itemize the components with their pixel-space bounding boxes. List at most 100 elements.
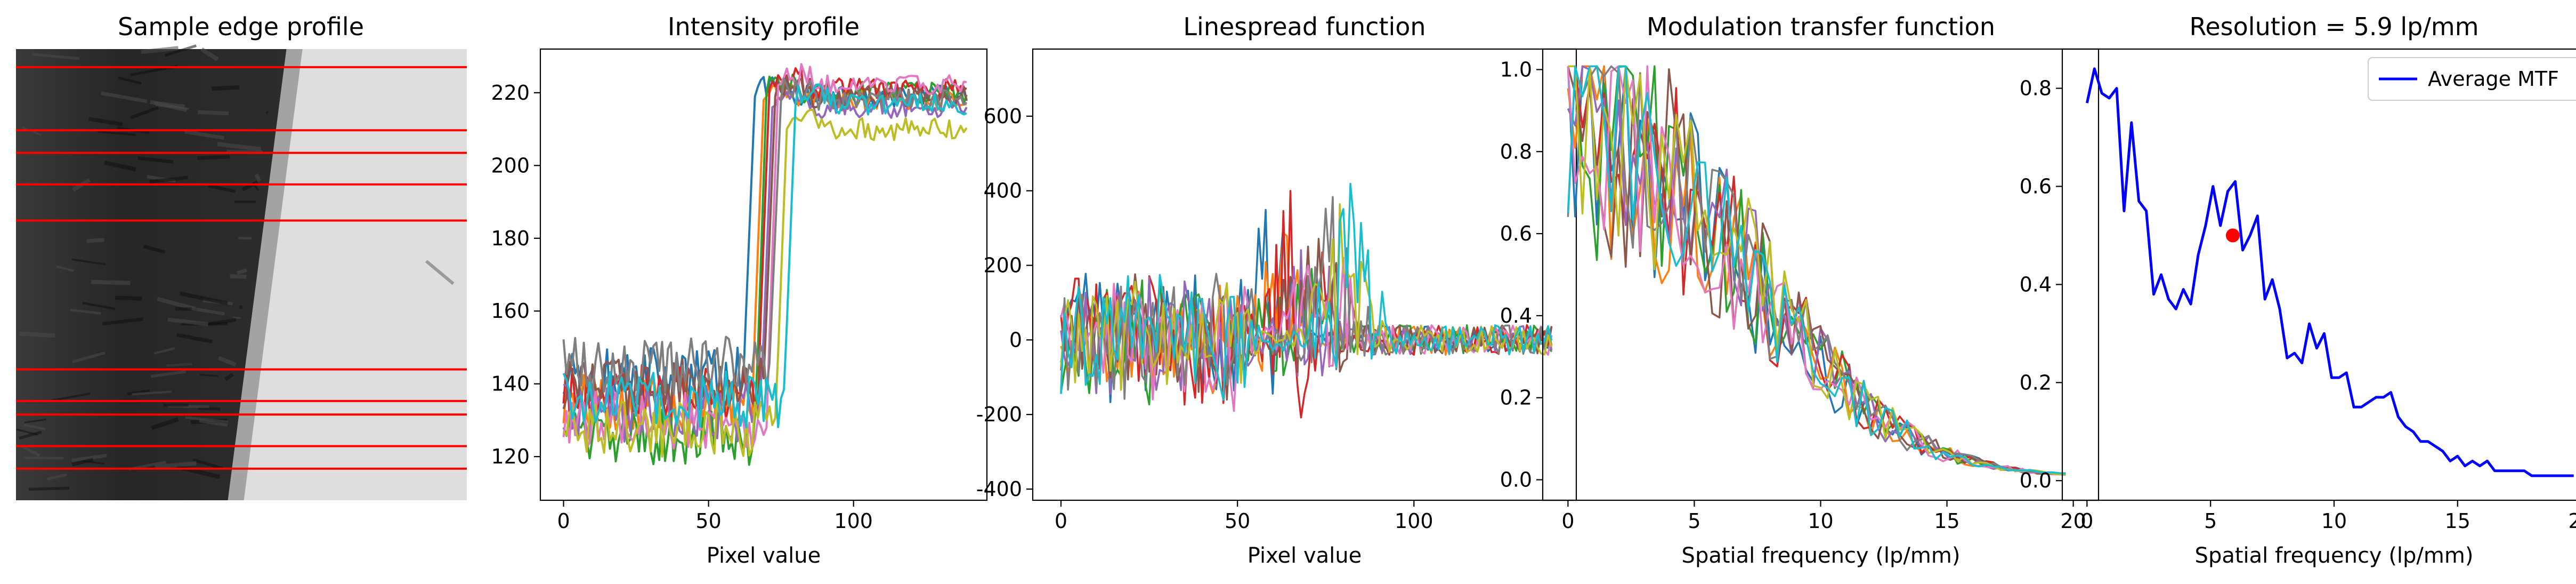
texture-stroke	[19, 331, 55, 338]
axes-frame	[1542, 48, 2100, 501]
mtf-series	[1567, 65, 2066, 475]
mtf-series	[1567, 65, 2066, 475]
texture-stroke	[31, 53, 79, 60]
y-tick-label: 1.0	[1500, 58, 1532, 81]
y-tick-label: 0	[1009, 328, 1022, 351]
texture-stroke	[91, 279, 131, 285]
texture-stroke	[118, 76, 142, 85]
x-tick-label: 20	[2568, 509, 2576, 533]
texture-stroke	[254, 173, 262, 182]
texture-stroke	[104, 160, 136, 172]
edge-image	[16, 44, 467, 500]
texture-stroke	[200, 47, 219, 61]
x-tick-label: 0	[1561, 509, 1574, 533]
y-tick-label: 0.6	[1500, 222, 1532, 245]
x-axis-label: Spatial frequency (lp/mm)	[1682, 543, 1961, 568]
texture-stroke	[199, 373, 218, 377]
y-tick-label: 400	[983, 179, 1022, 203]
axes-frame	[2061, 48, 2576, 501]
texture-stroke	[156, 104, 190, 110]
y-tick-label: 120	[491, 445, 530, 468]
y-tick-label: 160	[491, 299, 530, 323]
lsf-series	[1060, 196, 1553, 400]
x-tick-label: 0	[2080, 509, 2093, 533]
texture-stroke	[164, 44, 197, 57]
edge-transition	[228, 49, 303, 500]
x-tick-label: 50	[1225, 509, 1250, 533]
y-tick-label: 200	[983, 254, 1022, 277]
texture-stroke	[70, 308, 101, 315]
texture-stroke	[230, 274, 247, 279]
texture-stroke	[198, 406, 221, 411]
texture-stroke	[217, 356, 237, 367]
panel-modulation-transfer-function: Modulation transfer function Spatial fre…	[1500, 12, 2100, 568]
texture-stroke	[167, 317, 208, 326]
intensity-series	[562, 83, 967, 429]
x-tick-label: 20	[2060, 509, 2086, 533]
texture-stroke	[151, 417, 179, 430]
texture-stroke	[97, 131, 136, 136]
texture-stroke	[199, 419, 228, 427]
y-tick-label: 0.2	[1500, 386, 1532, 410]
texture-stroke	[184, 130, 225, 140]
texture-stroke	[224, 373, 234, 381]
plot-area	[2085, 67, 2574, 477]
panel-title: Resolution = 5.9 lp/mm	[2189, 12, 2478, 41]
x-tick-label: 100	[834, 509, 873, 533]
x-tick-label: 15	[2445, 509, 2470, 533]
intensity-series	[563, 90, 968, 443]
texture-stroke	[185, 416, 228, 423]
panel-resolution: Resolution = 5.9 lp/mm Spatial frequency…	[2020, 12, 2576, 568]
texture-stroke	[207, 318, 237, 326]
texture-stroke	[101, 91, 148, 103]
texture-stroke	[72, 351, 106, 364]
y-tick-label: 220	[491, 81, 530, 105]
texture-stroke	[166, 362, 193, 367]
x-tick-label: 5	[2204, 509, 2217, 533]
texture-stroke	[21, 445, 40, 457]
texture-stroke	[157, 297, 196, 311]
texture-stroke	[192, 458, 223, 470]
texture-stroke	[232, 316, 241, 319]
surface-mark	[425, 260, 455, 285]
texture-stroke	[88, 117, 123, 127]
texture-stroke	[28, 486, 69, 491]
panel-title: Intensity profile	[668, 12, 860, 41]
texture-stroke	[217, 142, 261, 151]
y-tick-label: 0.4	[2020, 273, 2052, 296]
panel-title: Linespread function	[1183, 12, 1425, 41]
dark-region	[16, 49, 287, 500]
texture-stroke	[71, 458, 94, 467]
texture-stroke	[155, 461, 197, 469]
texture-stroke	[129, 106, 159, 120]
texture-stroke	[56, 265, 74, 272]
texture-stroke	[265, 110, 269, 115]
texture-stroke	[198, 110, 229, 116]
axes-frame	[1032, 48, 1577, 501]
texture-stroke	[153, 347, 175, 355]
texture-stroke	[151, 370, 187, 378]
y-tick-label: -200	[976, 403, 1022, 426]
legend: Average MTF	[2368, 57, 2576, 101]
texture-stroke	[24, 418, 46, 423]
y-tick-label: 0.8	[2020, 77, 2052, 100]
texture-stroke	[208, 184, 236, 193]
texture-stroke	[71, 258, 106, 266]
x-tick-label: 0	[1055, 509, 1067, 533]
panel-sample-edge-profile: Sample edge profile	[16, 12, 467, 500]
texture-stroke	[176, 333, 213, 344]
legend-box	[2368, 57, 2576, 101]
lsf-series	[1060, 182, 1553, 401]
x-axis-label: Pixel value	[1248, 543, 1362, 568]
texture-stroke	[102, 317, 143, 326]
resolution-marker	[2225, 228, 2240, 243]
texture-stroke	[82, 301, 116, 310]
texture-stroke	[241, 180, 258, 191]
x-tick-label: 15	[1934, 509, 1959, 533]
y-tick-label: 0.6	[2020, 174, 2052, 198]
texture-stroke	[143, 244, 166, 254]
mtf-series	[1568, 65, 2066, 476]
plot-area	[1567, 65, 2066, 476]
texture-stroke	[154, 101, 185, 108]
